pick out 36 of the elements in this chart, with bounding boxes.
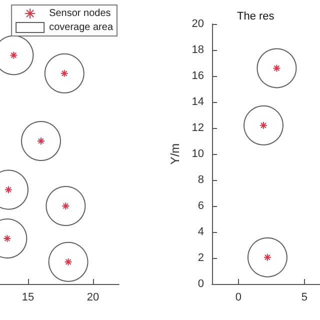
x-tick-label: 5 — [301, 292, 308, 304]
point — [37, 137, 45, 145]
point — [48, 242, 88, 282]
point — [272, 64, 281, 72]
point — [10, 51, 18, 60]
y-tick-label: 0 — [198, 278, 204, 290]
point — [244, 105, 284, 146]
point — [260, 121, 268, 130]
point — [44, 53, 84, 94]
point — [4, 186, 12, 194]
y-tick-label: 10 — [192, 148, 204, 160]
point — [248, 237, 288, 278]
point — [256, 48, 297, 88]
point — [3, 234, 12, 242]
y-tick-label: 2 — [198, 252, 204, 264]
y-tick-label: 18 — [192, 44, 204, 56]
x-tick-label: 20 — [86, 292, 100, 304]
y-tick-label: 4 — [198, 226, 204, 238]
point — [46, 186, 86, 226]
point — [64, 258, 72, 266]
x-tick-label: 15 — [22, 292, 34, 304]
y-tick-label: 6 — [198, 200, 204, 212]
point — [62, 202, 70, 210]
x-tick-label: 0 — [235, 292, 242, 304]
y-tick-label: 14 — [192, 96, 204, 108]
chart-title: The res — [237, 10, 275, 22]
y-tick-label: 8 — [198, 174, 204, 186]
point — [21, 121, 61, 161]
legend-label: Sensor nodes — [49, 8, 111, 19]
y-tick-label: 12 — [192, 122, 204, 134]
point — [263, 253, 272, 262]
point — [60, 69, 68, 78]
legend-label: coverage area — [49, 22, 114, 33]
y-tick-label: 20 — [192, 18, 204, 30]
y-axis-title: Y/m — [168, 143, 182, 165]
y-tick-label: 16 — [192, 70, 204, 82]
